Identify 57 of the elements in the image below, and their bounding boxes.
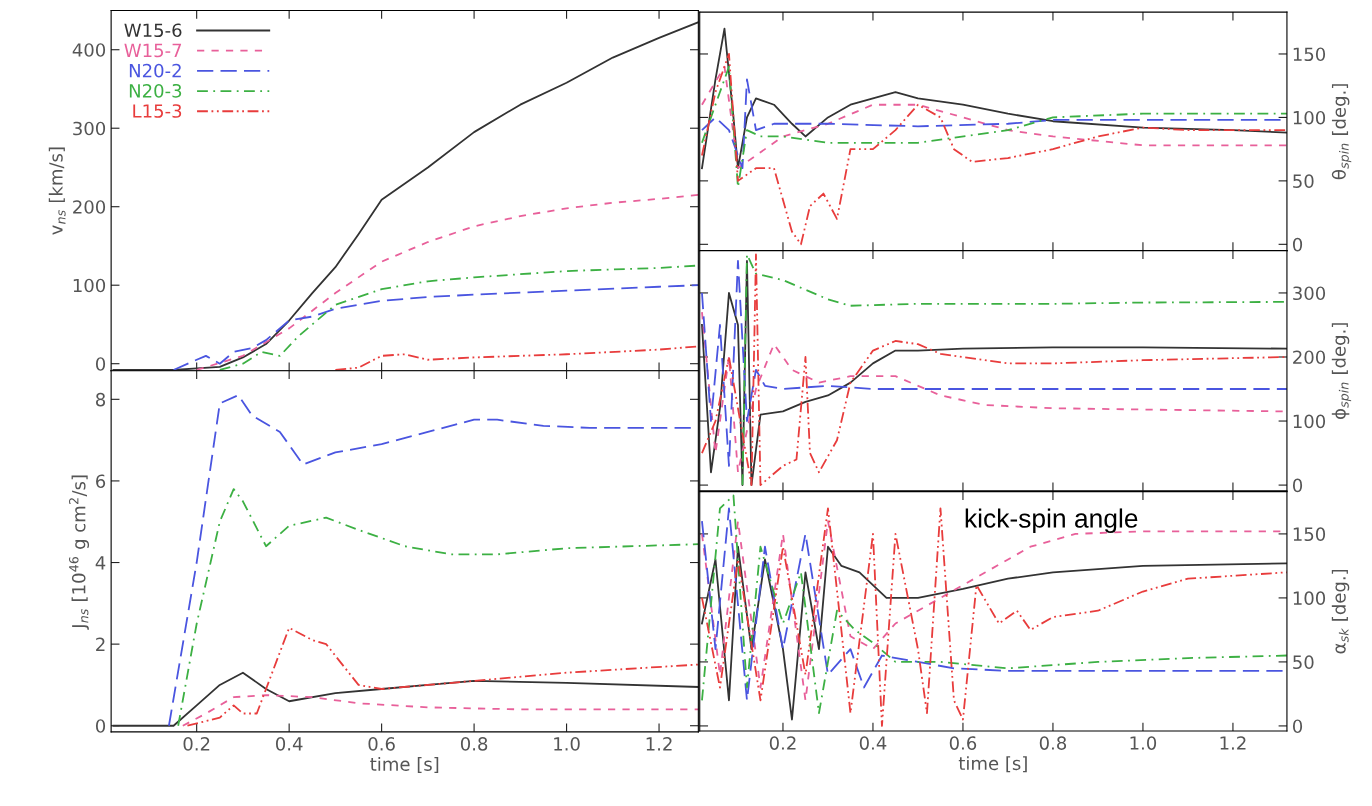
y-tick-label: 200 — [1293, 350, 1326, 365]
y-tick-label: 300 — [73, 121, 106, 136]
x-tick-label: 1.2 — [646, 737, 672, 751]
x-tick-label: 1.0 — [554, 737, 580, 751]
x-tick-label: 0.4 — [859, 736, 887, 750]
y-tick-label: 0 — [95, 719, 106, 733]
y-tick-label: 200 — [73, 200, 106, 214]
y-tick-label: 100 — [1293, 591, 1326, 606]
x-tick-label: 0.4 — [275, 737, 303, 751]
y-axis-title: θ$_{spin}$ [deg.] — [1331, 84, 1352, 180]
x-tick-label: 0.6 — [368, 737, 395, 751]
legend-label: N20-3 — [129, 83, 182, 98]
y-axis-title: α$_{sk}$ [deg.] — [1331, 569, 1350, 654]
y-tick-label: 0 — [1292, 478, 1303, 493]
y-tick-label: 2 — [96, 637, 105, 651]
x-tick-label: 0.8 — [1039, 736, 1067, 750]
legend-label: N20-2 — [129, 63, 181, 78]
line-series — [701, 545, 1287, 721]
x-axis-title: time [s] — [958, 756, 1027, 773]
y-tick-label: 8 — [96, 392, 106, 407]
y-tick-label: 6 — [96, 474, 106, 489]
line-series — [195, 194, 699, 371]
x-tick-label: 0.8 — [460, 737, 488, 751]
line-series — [186, 626, 699, 727]
legend-label: W15-6 — [124, 23, 182, 38]
x-tick-label: 0.6 — [949, 736, 977, 750]
y-tick-label: 50 — [1293, 174, 1314, 188]
y-tick-label: 150 — [1293, 527, 1326, 542]
line-series — [334, 345, 699, 371]
y-tick-label: 150 — [1293, 47, 1326, 62]
line-series — [181, 694, 699, 727]
y-tick-label: 0 — [95, 357, 106, 371]
x-tick-label: 0.2 — [183, 737, 210, 751]
legend-label: L15-3 — [133, 104, 182, 118]
line-series — [112, 671, 699, 727]
y-axis-title: ϕ$_{spin}$ [deg.] — [1331, 323, 1352, 419]
line-series — [172, 284, 699, 371]
y-tick-label: 300 — [1293, 286, 1326, 301]
line-series — [177, 488, 699, 727]
y-tick-label: 400 — [72, 43, 106, 57]
x-tick-label: 1.2 — [1220, 736, 1246, 750]
y-axis-title: J$_{ns}$ [10$^{46}$ g cm$^{2}$/s] — [69, 475, 90, 630]
y-tick-label: 100 — [73, 278, 106, 293]
y-tick-label: 0 — [1292, 719, 1303, 734]
y-tick-label: 100 — [1293, 110, 1326, 125]
y-tick-label: 4 — [95, 556, 106, 570]
y-axis-title: v$_{ns}$ [km/s] — [48, 147, 66, 235]
y-tick-label: 0 — [1292, 237, 1303, 252]
line-series — [701, 27, 1287, 170]
x-axis-title: time [s] — [370, 756, 439, 774]
line-series — [701, 53, 1287, 246]
legend-label: W15-7 — [124, 43, 182, 58]
x-tick-label: 1.0 — [1130, 736, 1157, 750]
y-tick-label: 50 — [1293, 655, 1314, 670]
y-tick-label: 100 — [1293, 414, 1326, 429]
annotation: kick-spin angle — [965, 508, 1138, 534]
x-tick-label: 0.2 — [769, 736, 796, 750]
